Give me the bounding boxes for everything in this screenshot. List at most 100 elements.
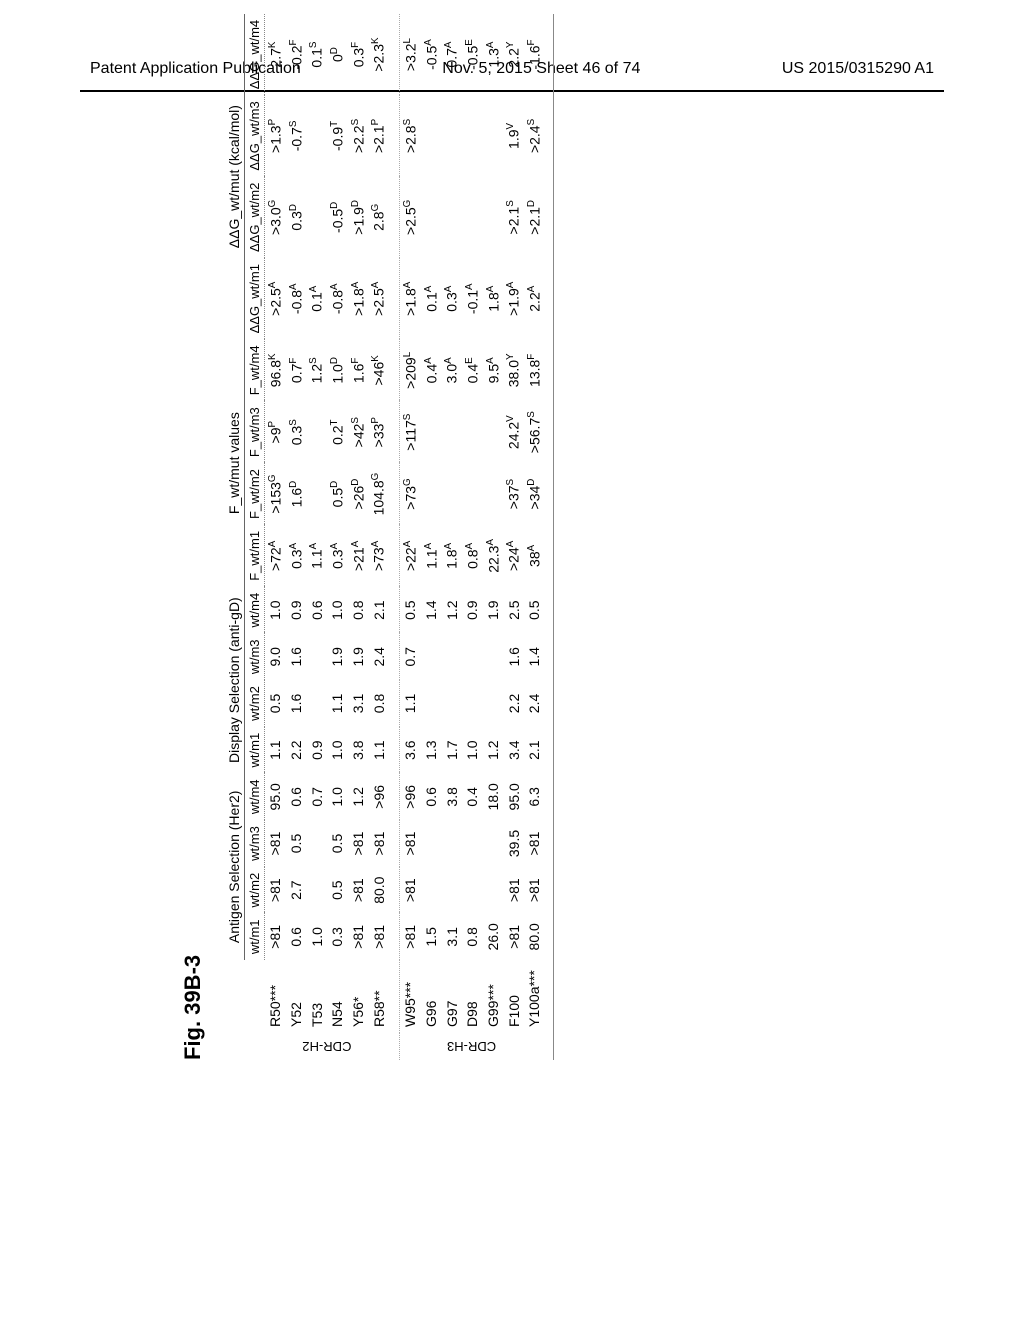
data-cell bbox=[421, 867, 442, 914]
data-cell bbox=[306, 680, 327, 727]
data-cell: >81 bbox=[348, 820, 369, 867]
data-cell bbox=[462, 820, 483, 867]
data-cell: 0.3A bbox=[286, 525, 307, 587]
table-row: G961.50.61.31.41.1A0.4A0.1A-0.5A bbox=[421, 14, 442, 1060]
data-cell bbox=[306, 95, 327, 176]
data-cell: >1.8A bbox=[348, 258, 369, 339]
data-cell: -0.2F bbox=[286, 14, 307, 95]
row-label: Y56* bbox=[348, 960, 369, 1033]
data-cell: 95.0 bbox=[503, 773, 524, 820]
data-cell: 0.7 bbox=[399, 633, 420, 680]
data-cell bbox=[462, 463, 483, 525]
data-cell: >81 bbox=[399, 820, 420, 867]
data-cell bbox=[306, 867, 327, 914]
data-cell: 2.5 bbox=[503, 587, 524, 634]
data-cell: 0.4A bbox=[421, 339, 442, 401]
table-row: T531.00.70.90.61.1A1.2S0.1A0.1S bbox=[306, 14, 327, 1060]
column-header: F_wt/m2 bbox=[245, 463, 265, 525]
data-cell: 0.4 bbox=[462, 773, 483, 820]
data-cell: 0.6 bbox=[286, 914, 307, 961]
data-cell: 0.5D bbox=[327, 463, 348, 525]
data-cell bbox=[306, 177, 327, 258]
separator-row bbox=[389, 14, 400, 1060]
data-cell bbox=[421, 633, 442, 680]
data-cell: 1.6 bbox=[503, 633, 524, 680]
data-cell: 1.2 bbox=[441, 587, 462, 634]
data-cell bbox=[421, 820, 442, 867]
data-cell: >81 bbox=[368, 820, 389, 867]
data-cell: >42S bbox=[348, 401, 369, 463]
data-cell: 22.3A bbox=[483, 525, 504, 587]
data-cell: 1.0 bbox=[306, 914, 327, 961]
data-cell: >81 bbox=[265, 867, 286, 914]
data-cell bbox=[441, 463, 462, 525]
data-cell: 0.5 bbox=[286, 820, 307, 867]
data-cell: 2.2A bbox=[524, 258, 545, 339]
data-cell: >73A bbox=[368, 525, 389, 587]
row-label: R58** bbox=[368, 960, 389, 1033]
data-cell bbox=[306, 633, 327, 680]
data-cell: >56.7S bbox=[524, 401, 545, 463]
data-cell: >2.3K bbox=[368, 14, 389, 95]
data-cell: 0.5 bbox=[327, 867, 348, 914]
data-cell: 1.8A bbox=[441, 525, 462, 587]
column-header: ΔΔG_wt/m2 bbox=[245, 177, 265, 258]
data-cell: >81 bbox=[368, 914, 389, 961]
data-cell: 2.2 bbox=[503, 680, 524, 727]
column-header: wt/m1 bbox=[245, 914, 265, 961]
data-cell: 24.2V bbox=[503, 401, 524, 463]
data-cell: 9.0 bbox=[265, 633, 286, 680]
data-cell: 1.3A bbox=[483, 14, 504, 95]
data-cell: >2.2S bbox=[348, 95, 369, 176]
data-cell: 0.1A bbox=[421, 258, 442, 339]
data-cell: 1.9V bbox=[503, 95, 524, 176]
data-cell: 26.0 bbox=[483, 914, 504, 961]
data-cell: 3.1 bbox=[441, 914, 462, 961]
data-cell bbox=[421, 95, 442, 176]
data-cell: 3.8 bbox=[348, 727, 369, 774]
data-cell: 1.4 bbox=[524, 633, 545, 680]
row-label: G96 bbox=[421, 960, 442, 1033]
data-cell: 1.1 bbox=[327, 680, 348, 727]
data-cell: 1.2S bbox=[306, 339, 327, 401]
data-cell: 2.8G bbox=[368, 177, 389, 258]
data-cell: 3.4 bbox=[503, 727, 524, 774]
data-cell: 0.3 bbox=[327, 914, 348, 961]
data-cell bbox=[441, 95, 462, 176]
data-cell: 1.1A bbox=[306, 525, 327, 587]
data-cell: 1.0 bbox=[327, 773, 348, 820]
column-header: ΔΔG_wt/m1 bbox=[245, 258, 265, 339]
table-row: Y56*>81>81>811.23.83.11.90.8>21A>26D>42S… bbox=[348, 14, 369, 1060]
data-cell bbox=[462, 867, 483, 914]
data-cell: 1.1 bbox=[265, 727, 286, 774]
data-cell: >2.1S bbox=[503, 177, 524, 258]
column-header: wt/m4 bbox=[245, 587, 265, 634]
data-cell: 0.7F bbox=[286, 339, 307, 401]
data-cell: -0.9T bbox=[327, 95, 348, 176]
data-cell: 80.0 bbox=[368, 867, 389, 914]
data-cell bbox=[483, 680, 504, 727]
data-cell: 2.7K bbox=[265, 14, 286, 95]
table-body: CDR-H2R50***>81>81>8195.01.10.59.01.0>72… bbox=[265, 14, 554, 1060]
data-cell: -0.8A bbox=[327, 258, 348, 339]
data-cell: -0.5D bbox=[327, 177, 348, 258]
row-label: T53 bbox=[306, 960, 327, 1033]
column-header: wt/m1 bbox=[245, 727, 265, 774]
data-cell: >34D bbox=[524, 463, 545, 525]
data-cell bbox=[483, 95, 504, 176]
data-cell: >1.8A bbox=[399, 258, 420, 339]
data-cell: >2.1P bbox=[368, 95, 389, 176]
data-cell: >1.3P bbox=[265, 95, 286, 176]
column-header: ΔΔG_wt/m3 bbox=[245, 95, 265, 176]
data-cell: 1.4 bbox=[421, 587, 442, 634]
data-cell: 38.0Y bbox=[503, 339, 524, 401]
data-cell bbox=[441, 633, 462, 680]
data-cell: 1.1 bbox=[399, 680, 420, 727]
data-cell bbox=[483, 820, 504, 867]
table-row: G973.13.81.71.21.8A3.0A0.3A0.7A bbox=[441, 14, 462, 1060]
data-cell: 1.0 bbox=[327, 587, 348, 634]
data-cell: >81 bbox=[265, 914, 286, 961]
data-cell: >81 bbox=[348, 914, 369, 961]
data-cell: 1.2 bbox=[483, 727, 504, 774]
data-cell: -0.5E bbox=[462, 14, 483, 95]
